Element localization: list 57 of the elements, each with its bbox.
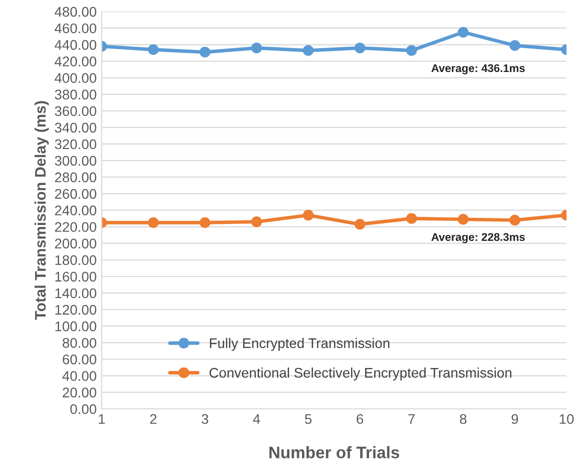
point [509,40,520,51]
point [406,45,417,56]
y-tick-label: 140.00 [55,288,96,298]
annotation: Average: 228.3ms [431,233,525,244]
x-tick-label: 10 [560,414,574,424]
legend-label: Conventional Selectively Encrypted Transmission [210,368,512,380]
x-tick-label: 2 [150,414,156,424]
legend-label: Fully Encrypted Transmission [210,338,390,351]
x-tick-label: 4 [253,414,260,424]
point [458,214,469,225]
y-tick-label: 420.00 [54,56,96,66]
y-tick-label: 480.00 [54,6,96,17]
y-tick-label: 380.00 [54,90,96,100]
y-axis-title: Total Transmission Delay (ms) [34,101,49,320]
y-tick-label: 360.00 [54,106,96,116]
x-tick-label: 5 [304,414,312,424]
y-tick-label: 200.00 [55,238,96,248]
point [200,46,210,58]
y-tick-label: 240.00 [55,206,96,216]
y-tick-label: 300.00 [54,156,96,166]
point [406,213,417,224]
point [354,42,366,54]
y-tick-label: 460.00 [54,23,96,34]
y-tick-label: 400.00 [54,73,96,83]
x-tick-label: 9 [512,414,518,424]
y-tick-label: 120.00 [55,304,96,315]
y-tick-label: 280.00 [55,172,96,182]
point [148,217,159,228]
point [251,216,262,228]
y-tick-label: 220.00 [55,222,96,232]
y-tick-label: 20.00 [62,388,96,398]
x-tick-label: 3 [202,414,208,424]
point [148,44,159,56]
y-tick-label: 40.00 [62,371,96,381]
point [458,26,469,38]
point [251,42,262,54]
y-tick-label: 0.00 [70,404,96,414]
y-tick-label: 100.00 [55,321,96,332]
point [354,218,366,230]
x-tick-label: 1 [98,414,105,424]
y-tick-label: 60.00 [62,354,96,364]
y-tick-label: 260.00 [55,188,96,199]
y-tick-label: 440.00 [54,40,96,50]
annotation: Average: 436.1ms [431,64,525,74]
x-axis-title: Number of Trials [269,446,400,458]
x-tick-label: 6 [356,414,364,424]
point [200,217,210,228]
x-tick-label: 7 [408,414,415,424]
point [302,210,314,221]
y-tick-label: 340.00 [54,122,96,133]
y-tick-label: 80.00 [62,338,96,348]
y-tick-label: 180.00 [55,255,96,266]
point [302,45,314,56]
point [509,214,520,226]
y-tick-label: 320.00 [54,139,96,150]
x-tick-label: 8 [460,414,466,424]
y-tick-label: 160.00 [55,272,96,282]
